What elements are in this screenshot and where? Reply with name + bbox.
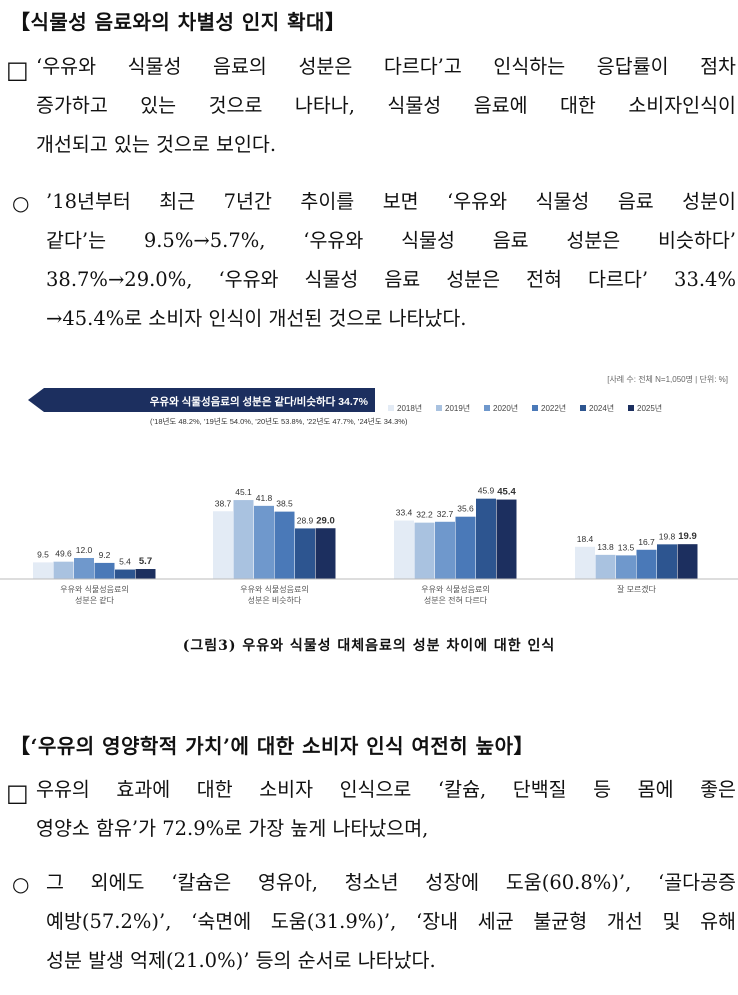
text-line: ‘우유와 식물성 음료의 성분은 다르다’고 인식하는 응답률이 점차 <box>36 55 736 78</box>
bar-2018년-cat1 <box>213 511 233 579</box>
sample-size-note: [사례 수: 전체 N=1,050명 | 단위: %] <box>607 374 728 384</box>
bar-value-label: 45.1 <box>235 487 252 497</box>
bar-2022년-cat2 <box>455 516 476 579</box>
legend-swatch <box>436 405 442 411</box>
bar-value-label: 18.4 <box>577 534 594 544</box>
bar-value-label: 29.0 <box>316 515 335 526</box>
bar-2022년-cat1 <box>274 511 295 579</box>
banner-arrow-icon <box>28 388 375 412</box>
bar-2024년-cat2 <box>476 498 496 579</box>
legend-label: 2019년 <box>445 403 470 413</box>
circle-bullet-icon: ○ <box>12 872 30 896</box>
bar-2022년-cat0 <box>94 562 115 579</box>
legend-label: 2025년 <box>637 403 662 413</box>
legend-swatch <box>532 405 538 411</box>
bar-value-label: 16.7 <box>638 537 655 547</box>
bar-value-label: 35.6 <box>457 504 474 514</box>
text-line: 개선되고 있는 것으로 보인다. <box>36 133 277 156</box>
category-label: 우유와 식물성음료의 <box>240 584 308 594</box>
bar-2024년-cat1 <box>295 528 315 579</box>
category-label: 성분은 전혀 다르다 <box>424 595 488 605</box>
bar-value-label: 13.5 <box>618 542 635 552</box>
bar-2020년-cat0 <box>74 558 94 579</box>
text-line: 38.7%→29.0%, ‘우유와 식물성 음료 성분은 전혀 다르다’ 33.… <box>46 268 736 291</box>
bar-2025년-cat1 <box>315 528 336 579</box>
legend-label: 2024년 <box>589 403 614 413</box>
text-line: 우유의 효과에 대한 소비자 인식으로 ‘칼슘, 단백질 등 몸에 좋은 <box>36 778 736 801</box>
bar-2018년-cat2 <box>394 520 414 579</box>
legend-swatch <box>388 405 394 411</box>
bar-2025년-cat0 <box>135 569 156 579</box>
category-label: 성분은 비슷하다 <box>248 595 302 605</box>
legend-label: 2018년 <box>397 403 422 413</box>
legend-label: 2020년 <box>493 403 518 413</box>
bar-2022년-cat3 <box>636 549 657 579</box>
paragraph-seven-year-trend: ’18년부터 최근 7년간 추이를 보면 ‘우유와 식물성 음료 성분이 같다’… <box>46 182 736 338</box>
bar-value-label: 9.2 <box>99 550 111 560</box>
bar-value-label: 38.5 <box>276 499 293 509</box>
bar-2019년-cat3 <box>595 554 616 579</box>
legend-label: 2022년 <box>541 403 566 413</box>
legend-swatch <box>484 405 490 411</box>
composition-perception-bar-chart: [사례 수: 전체 N=1,050명 | 단위: %] 우유와 식물성음료의 성… <box>0 374 738 605</box>
chart-legend: 2018년 2019년 2020년 2022년 2024년 2025년 <box>388 403 662 413</box>
text-line: 영양소 함유’가 72.9%로 가장 높게 나타났으며, <box>36 817 429 840</box>
category-label: 우유와 식물성음료의 <box>60 584 128 594</box>
bar-value-label: 19.9 <box>678 531 697 542</box>
circle-bullet-icon: ○ <box>12 191 30 215</box>
bar-value-label: 9.5 <box>37 549 49 559</box>
square-bullet-icon: □ <box>6 779 29 807</box>
bar-value-label: 45.9 <box>478 486 495 496</box>
text-line: 그 외에도 ‘칼슘은 영유아, 청소년 성장에 도움(60.8%)’, ‘골다공… <box>46 871 736 894</box>
banner-subtext: (’18년도 48.2%, ’19년도 54.0%, ’20년도 53.8%, … <box>150 416 408 426</box>
bar-2025년-cat3 <box>677 544 698 579</box>
text-line: 증가하고 있는 것으로 나타나, 식물성 음료에 대한 소비자인식이 <box>36 94 736 117</box>
category-label: 성분은 같다 <box>75 595 115 605</box>
bar-value-label: 33.4 <box>396 508 413 518</box>
category-label: 우유와 식물성음료의 <box>421 584 489 594</box>
bar-2024년-cat0 <box>115 569 135 579</box>
square-bullet-icon: □ <box>6 56 29 84</box>
bar-value-label: 32.7 <box>437 509 454 519</box>
bar-value-label: 12.0 <box>76 545 93 555</box>
bar-value-label: 19.8 <box>659 531 676 541</box>
banner-text: 우유와 식물성음료의 성분은 같다/비슷하다 34.7% <box>150 395 369 408</box>
bar-value-label: 38.7 <box>215 498 232 508</box>
bar-2025년-cat2 <box>496 499 517 579</box>
section-heading-nutritional-value: 【‘우유의 영양학적 가치’에 대한 소비자 인식 여전히 높아】 <box>10 734 534 758</box>
bar-2019년-cat2 <box>414 522 435 579</box>
bar-value-label: 5.7 <box>139 556 152 567</box>
bar-2018년-cat0 <box>33 562 53 579</box>
category-label: 잘 모르겠다 <box>617 584 657 594</box>
bar-2020년-cat2 <box>435 521 455 579</box>
bar-value-label: 28.9 <box>297 515 314 525</box>
text-line: 예방(57.2%)’, ‘숙면에 도움(31.9%)’, ‘장내 세균 불균형 … <box>46 910 736 933</box>
bar-2020년-cat1 <box>254 505 274 579</box>
bar-value-label: 41.8 <box>256 493 273 503</box>
bar-value-label: 32.2 <box>416 510 433 520</box>
text-line: 성분 발생 억제(21.0%)’ 등의 순서로 나타났다. <box>46 949 436 972</box>
bar-value-label: 13.8 <box>597 542 614 552</box>
paragraph-milk-effects: 우유의 효과에 대한 소비자 인식으로 ‘칼슘, 단백질 등 몸에 좋은 영양소… <box>36 770 736 848</box>
figure-caption: (그림3) 우유와 식물성 대체음료의 성분 차이에 대한 인식 <box>182 638 556 654</box>
text-line: 같다’는 9.5%→5.7%, ‘우유와 식물성 음료 성분은 비슷하다’ <box>46 229 736 252</box>
legend-swatch <box>580 405 586 411</box>
bar-2019년-cat0 <box>53 561 74 579</box>
text-line: →45.4%로 소비자 인식이 개선된 것으로 나타났다. <box>46 307 467 330</box>
bar-groups: 9.538.733.418.449.645.132.213.812.041.83… <box>33 486 698 579</box>
text-line: ’18년부터 최근 7년간 추이를 보면 ‘우유와 식물성 음료 성분이 <box>46 190 736 213</box>
bar-2019년-cat1 <box>233 500 254 579</box>
section-heading-differentiation: 【식물성 음료와의 차별성 인지 확대】 <box>10 10 346 34</box>
paragraph-composition-perception: ‘우유와 식물성 음료의 성분은 다르다’고 인식하는 응답률이 점차 증가하고… <box>36 47 736 164</box>
bar-2020년-cat3 <box>616 555 636 579</box>
bar-value-label: 5.4 <box>119 557 131 567</box>
bar-2024년-cat3 <box>657 544 677 579</box>
bar-value-label: 49.6 <box>55 549 72 559</box>
bar-value-label: 45.4 <box>497 487 516 498</box>
paragraph-other-effects: 그 외에도 ‘칼슘은 영유아, 청소년 성장에 도움(60.8%)’, ‘골다공… <box>46 863 736 980</box>
bar-2018년-cat3 <box>575 546 595 579</box>
legend-swatch <box>628 405 634 411</box>
